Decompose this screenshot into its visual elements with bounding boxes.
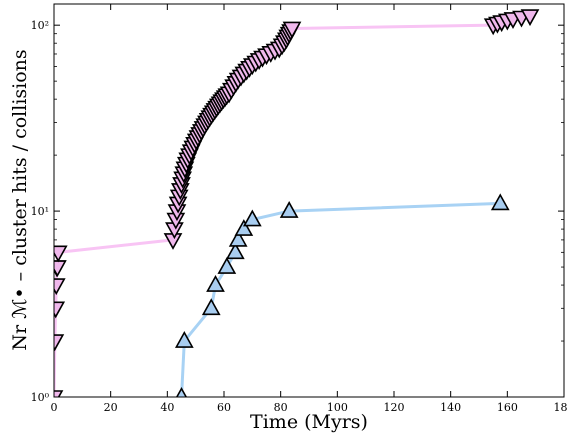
data-point-series-1 — [54, 334, 65, 352]
x-tick-label: 180 — [554, 401, 567, 414]
x-tick-label: 40 — [160, 401, 174, 414]
y-tick-label: 10¹ — [31, 205, 49, 218]
axis-ticks: 0 20 40 60 80 100 120 140 160 180 10⁰ 10¹ 10² — [31, 4, 567, 414]
data-point-series-2 — [201, 298, 221, 316]
x-axis-title: Time (Myrs) — [250, 411, 368, 433]
data-point-series-1 — [54, 278, 66, 296]
x-tick-label: 160 — [497, 401, 518, 414]
data-point-series-2 — [217, 257, 237, 274]
series-line-2 — [180, 201, 501, 397]
data-point-series-1 — [54, 260, 67, 278]
data-point-series-2 — [225, 242, 245, 260]
data-point-series-2 — [234, 219, 254, 236]
data-point-series-2 — [490, 193, 510, 211]
x-tick-label: 0 — [51, 401, 58, 414]
data-point-series-1 — [54, 245, 68, 263]
data-point-series-2 — [175, 386, 188, 397]
data-point-series-2 — [174, 330, 194, 348]
data-point-series-2 — [228, 229, 248, 247]
y-tick-label: 10⁰ — [31, 391, 50, 404]
plot-frame — [53, 3, 565, 398]
data-point-series-1 — [54, 301, 66, 319]
data-point-series-1 — [54, 390, 64, 397]
x-tick-label: 100 — [327, 401, 348, 414]
x-tick-label: 60 — [217, 401, 231, 414]
data-series — [54, 9, 540, 397]
x-tick-label: 140 — [440, 401, 461, 414]
data-point-series-2 — [279, 201, 299, 218]
x-tick-label: 80 — [274, 401, 288, 414]
data-point-series-2 — [242, 209, 262, 227]
x-tick-label: 120 — [384, 401, 405, 414]
data-point-series-1 — [282, 21, 302, 39]
y-tick-label: 10² — [31, 19, 49, 32]
data-point-series-2 — [206, 275, 225, 292]
x-tick-label: 20 — [104, 401, 118, 414]
y-axis-title: Nr ℳ• – cluster hits / collisions — [9, 49, 31, 350]
data-point-series-1 — [520, 9, 540, 27]
